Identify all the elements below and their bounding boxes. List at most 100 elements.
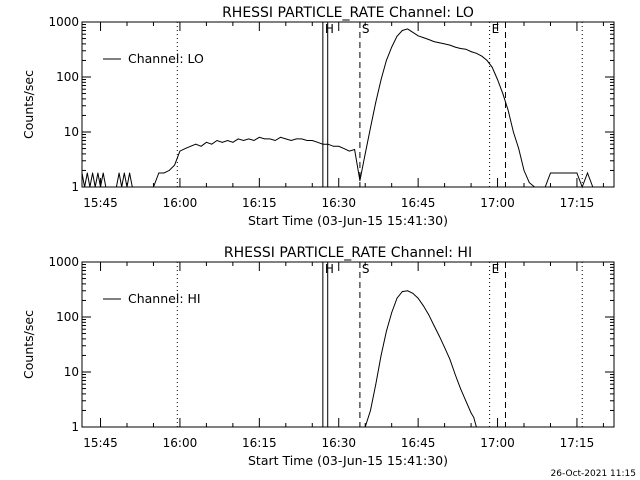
x-tick-label: 16:30 [321,436,356,450]
data-point [121,186,123,188]
data-point [142,186,144,188]
x-tick-label: 16:45 [401,196,436,210]
data-point [84,186,86,188]
data-point [153,186,154,188]
data-point [396,35,398,37]
data-point [116,186,117,188]
plot-frame [81,261,615,428]
x-axis-label: Start Time (03-Jun-15 15:41:30) [248,213,448,228]
data-point [417,297,419,299]
data-point [491,66,493,68]
data-point [608,186,610,188]
data-point [174,164,176,166]
data-point [555,172,557,174]
data-point [576,172,578,174]
data-point [433,325,435,326]
data-point [190,145,191,147]
data-point [147,186,149,188]
y-tick-label: 1000 [48,15,79,29]
y-tick-label: 10 [64,365,79,379]
data-point [161,172,162,174]
data-point [274,140,276,141]
data-point [158,172,160,174]
data-point [92,172,93,174]
data-point [221,141,223,143]
data-point [137,186,138,188]
series-line [364,290,477,428]
data-point [306,140,308,141]
data-point [380,355,382,356]
data-point [264,138,266,140]
marker-label: S [362,22,370,36]
chart-title: RHESSI PARTICLE_RATE Channel: HI [224,245,472,261]
data-point [333,145,334,147]
data-point [544,186,546,188]
data-point [449,358,451,360]
marker-label: H [325,262,334,276]
data-point [401,291,403,292]
y-tick-label: 1 [71,420,79,434]
data-point [108,186,109,188]
series-line [81,28,614,189]
data-point [123,172,125,174]
x-tick-label: 17:00 [480,196,515,210]
data-point [380,79,382,80]
data-point [129,172,131,174]
data-point [295,138,297,140]
data-point [396,297,398,299]
data-point [359,180,361,182]
data-point [592,186,594,188]
panel-hi: RHESSI PARTICLE_RATE Channel: HI Start Ti… [21,245,615,468]
data-point [449,44,451,46]
x-tick-label: 17:15 [560,196,595,210]
y-axis-label: Counts/sec [21,70,36,139]
y-axis-label: Counts/sec [21,310,36,379]
data-point [327,143,329,145]
data-point [465,48,467,50]
data-point [391,46,393,48]
data-point [391,312,393,314]
data-point [370,127,371,129]
data-point [205,141,207,143]
data-point [581,186,583,188]
data-point [179,150,181,152]
data-point [105,186,107,188]
y-tick-label: 10 [64,125,79,139]
data-point [507,109,509,111]
x-tick-label: 16:15 [242,196,277,210]
data-point [354,149,356,150]
x-tick-label: 16:00 [163,196,198,210]
x-axis-label: Start Time (03-Jun-15 15:41:30) [248,453,448,468]
marker-label: H [325,22,334,36]
marker-label: E [492,262,500,276]
data-point [539,186,541,188]
data-point [475,52,477,54]
y-tick-label: 1 [71,180,79,194]
data-point [163,172,165,174]
plot-frame [81,21,615,188]
data-point [100,186,101,188]
data-point [423,37,424,39]
data-point [269,138,271,140]
data-point [454,374,456,375]
y-tick-label: 100 [56,310,79,324]
data-point [375,383,377,385]
data-point [364,426,366,428]
data-point [232,141,234,143]
data-point [571,172,573,174]
data-point [311,140,313,141]
data-point [227,140,228,141]
y-tick-label: 1000 [48,255,79,269]
data-point [211,143,213,145]
data-point [475,426,477,428]
footer-timestamp: 26-Oct-2021 11:15 [551,469,636,479]
x-tick-label: 16:30 [321,196,356,210]
data-point [428,314,430,316]
data-point [433,41,435,43]
y-tick-label: 100 [56,70,79,84]
x-tick-label: 16:45 [401,436,436,450]
data-point [497,79,498,80]
data-point [322,143,324,145]
x-tick-label: 17:15 [560,436,595,450]
data-point [131,186,133,188]
